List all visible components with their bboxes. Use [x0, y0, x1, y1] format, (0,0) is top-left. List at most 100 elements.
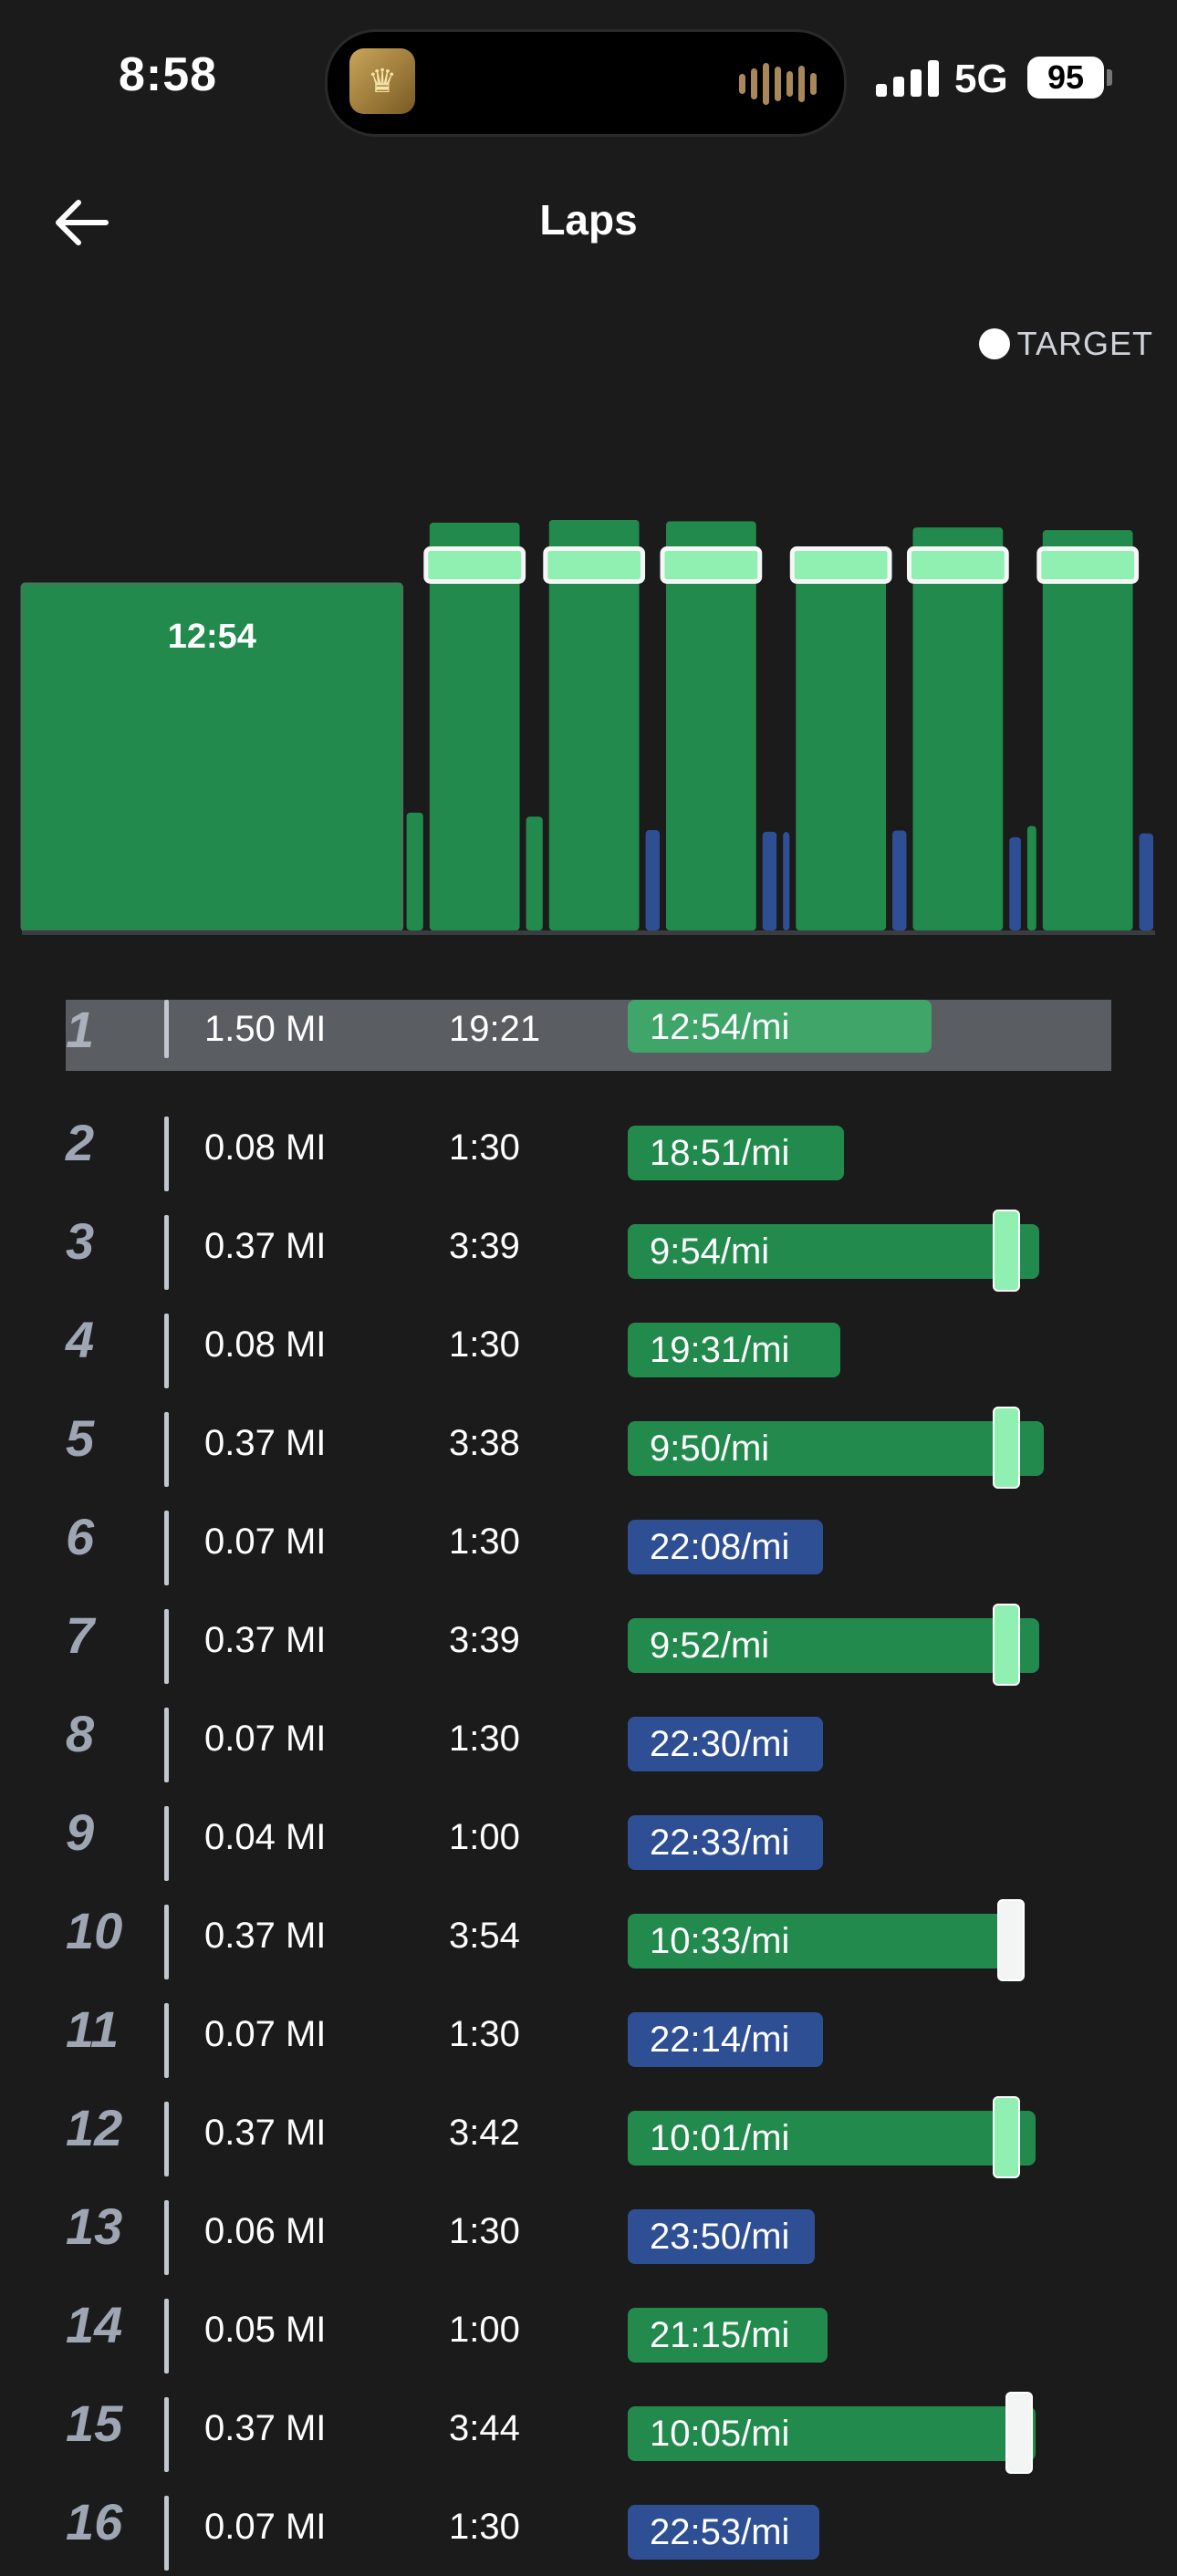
- lap-row[interactable]: 5 0.37 MI 3:38 9:50/mi: [66, 1394, 1111, 1492]
- chart-bar-lap-16[interactable]: [1139, 833, 1153, 930]
- lap-duration: 1:30: [449, 1522, 520, 1562]
- lap-pace-bar: 21:15/mi: [628, 2308, 828, 2363]
- lap-divider: [164, 1806, 169, 1881]
- dynamic-island[interactable]: ♛: [325, 29, 847, 137]
- lap-duration: 1:30: [449, 1719, 520, 1759]
- chart-bar-lap-5[interactable]: [548, 520, 640, 930]
- lap-divider: [164, 2299, 169, 2373]
- status-time: 8:58: [119, 48, 218, 101]
- lap-row[interactable]: 6 0.07 MI 1:30 22:08/mi: [66, 1492, 1111, 1591]
- lap-duration: 1:30: [449, 2014, 520, 2054]
- lap-pace: 19:31/mi: [650, 1330, 790, 1370]
- lap-target-marker: [993, 1210, 1020, 1292]
- lap-row[interactable]: 4 0.08 MI 1:30 19:31/mi: [66, 1295, 1111, 1394]
- lap-distance: 0.07 MI: [204, 1719, 327, 1759]
- lap-pace-bar: 10:05/mi: [628, 2406, 1036, 2461]
- lap-divider: [164, 1215, 169, 1290]
- lap-distance: 0.07 MI: [204, 2014, 327, 2054]
- chart-baseline: [22, 930, 1155, 935]
- lap-row[interactable]: 10 0.37 MI 3:54 10:33/mi: [66, 1886, 1111, 1985]
- lap-number: 7: [66, 1606, 95, 1664]
- network-type: 5G: [954, 57, 1008, 101]
- target-legend-icon: [978, 328, 1010, 359]
- lap-row[interactable]: 13 0.06 MI 1:30 23:50/mi: [66, 2182, 1111, 2280]
- target-legend-label: TARGET: [1016, 325, 1153, 362]
- lap-row[interactable]: 11 0.07 MI 1:30 22:14/mi: [66, 1985, 1111, 2083]
- lap-distance: 1.50 MI: [204, 1009, 327, 1049]
- lap-pace: 12:54/mi: [650, 1007, 790, 1047]
- lap-pace-bar: 22:30/mi: [628, 1717, 823, 1771]
- chart-bar-lap-12[interactable]: [912, 527, 1004, 930]
- lap-pace: 9:50/mi: [650, 1428, 770, 1469]
- chart-bar-lap-13[interactable]: [1009, 836, 1021, 930]
- lap-pace-bar: 23:50/mi: [628, 2209, 815, 2264]
- lap-pace: 9:52/mi: [650, 1626, 770, 1666]
- chart-target-marker-lap-15: [1036, 546, 1140, 584]
- lap-row[interactable]: 16 0.07 MI 1:30 22:53/mi: [66, 2477, 1111, 2576]
- lap-number: 10: [66, 1902, 123, 1959]
- lap-pace-bar: 10:01/mi: [628, 2111, 1036, 2166]
- lap-duration: 3:39: [449, 1620, 520, 1660]
- chart-bar-lap-6[interactable]: [645, 830, 660, 930]
- chart-target-marker-lap-12: [906, 546, 1009, 584]
- lap-pace-bar: 22:33/mi: [628, 1815, 823, 1870]
- lap-pace: 18:51/mi: [650, 1133, 790, 1173]
- laps-chart-svg: 12:54: [20, 520, 1155, 935]
- chart-bar-lap-14[interactable]: [1026, 826, 1036, 930]
- chart-legend: TARGET: [978, 325, 1153, 363]
- lap-divider: [164, 1314, 169, 1388]
- chart-bar-lap-8[interactable]: [762, 831, 777, 930]
- laps-chart[interactable]: 12:54: [0, 429, 1177, 940]
- lap-duration: 1:30: [449, 1324, 520, 1365]
- chart-target-marker-lap-5: [543, 546, 646, 584]
- back-arrow-icon[interactable]: [51, 193, 115, 252]
- chart-target-marker-lap-7: [660, 546, 763, 584]
- lap-row[interactable]: 7 0.37 MI 3:39 9:52/mi: [66, 1591, 1111, 1689]
- lap-duration: 1:00: [449, 1817, 520, 1857]
- lap-pace: 10:05/mi: [650, 2414, 790, 2454]
- chart-bar-lap-3[interactable]: [429, 523, 520, 930]
- lap-divider: [164, 2496, 169, 2571]
- chart-bar-lap-9[interactable]: [783, 832, 790, 930]
- lap-number: 13: [66, 2197, 123, 2255]
- lap-distance: 0.04 MI: [204, 1817, 327, 1857]
- lap-number: 8: [66, 1705, 95, 1762]
- lap-row[interactable]: 15 0.37 MI 3:44 10:05/mi: [66, 2379, 1111, 2477]
- chart-bar-lap-15[interactable]: [1042, 530, 1133, 930]
- lap-divider: [164, 2102, 169, 2176]
- lap-divider: [164, 1000, 169, 1058]
- lap-duration: 3:38: [449, 1423, 520, 1463]
- chart-bar-lap-7[interactable]: [665, 521, 756, 930]
- chart-target-marker-lap-10: [789, 546, 892, 584]
- lap-duration: 3:39: [449, 1226, 520, 1266]
- lap-row[interactable]: 9 0.04 MI 1:00 22:33/mi: [66, 1788, 1111, 1886]
- lap-row[interactable]: 8 0.07 MI 1:30 22:30/mi: [66, 1689, 1111, 1788]
- battery-level: 95: [1047, 58, 1085, 96]
- lap-distance: 0.37 MI: [204, 2113, 327, 2153]
- lap-divider: [164, 1708, 169, 1782]
- lap-row[interactable]: 2 0.08 MI 1:30 18:51/mi: [66, 1098, 1111, 1197]
- lap-divider: [164, 2397, 169, 2472]
- lap-row[interactable]: 14 0.05 MI 1:00 21:15/mi: [66, 2280, 1111, 2379]
- chart-bar-lap-11[interactable]: [892, 830, 907, 930]
- chart-bar-lap-10[interactable]: [796, 547, 887, 930]
- chart-bar-lap-2[interactable]: [406, 812, 423, 930]
- lap-row[interactable]: 12 0.37 MI 3:42 10:01/mi: [66, 2083, 1111, 2182]
- lap-pace: 9:54/mi: [650, 1231, 770, 1272]
- lap-number: 16: [66, 2493, 123, 2550]
- lap-divider: [164, 1905, 169, 1979]
- lap-number: 3: [66, 1212, 95, 1270]
- lap-pace-bar: 9:52/mi: [628, 1618, 1039, 1673]
- chart-bar-value-label: 12:54: [168, 618, 256, 656]
- chart-bar-lap-4[interactable]: [526, 816, 543, 930]
- now-playing-app-icon[interactable]: ♛: [349, 48, 415, 114]
- lap-row-selected[interactable]: 1 1.50 MI 19:21 12:54/mi: [66, 1000, 1111, 1071]
- lap-target-marker: [997, 1899, 1025, 1981]
- lap-row[interactable]: 3 0.37 MI 3:39 9:54/mi: [66, 1197, 1111, 1295]
- lap-distance: 0.08 MI: [204, 1127, 327, 1168]
- lap-number: 4: [66, 1311, 95, 1368]
- lap-target-marker: [993, 1604, 1020, 1686]
- battery-nub: [1107, 69, 1112, 86]
- lap-pace: 23:50/mi: [650, 2217, 790, 2257]
- lap-divider: [164, 1511, 169, 1585]
